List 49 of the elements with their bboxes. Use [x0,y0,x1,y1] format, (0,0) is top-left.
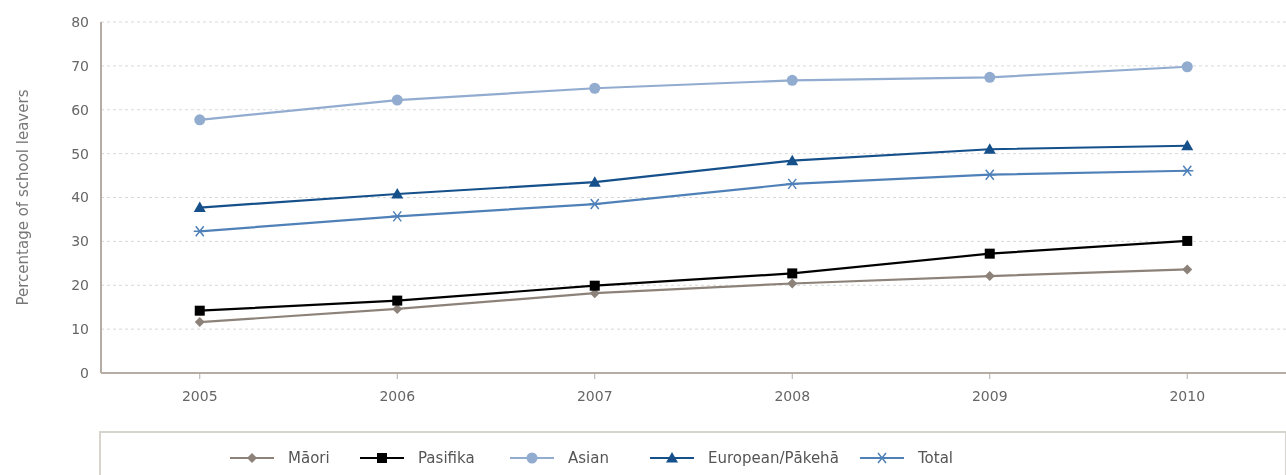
y-tick-label: 80 [71,13,89,30]
point [1182,235,1193,246]
point [193,201,206,213]
x-tick-label: 2008 [774,388,811,404]
point [1181,61,1193,73]
point [786,74,798,86]
x-tick-label: 2007 [576,388,613,404]
point [193,225,207,238]
point [983,168,997,181]
y-tick-label: 60 [71,101,89,118]
point [589,82,601,94]
x-tick-label: 2006 [379,388,416,404]
point [787,278,798,289]
legend-label: Asian [568,449,609,468]
point [390,210,404,223]
point [588,176,601,187]
legend-label: European/Pākehā [708,449,839,468]
point [1181,139,1194,151]
legend-label: Pasifika [418,449,475,468]
point [984,71,996,83]
x-tick-label: 2005 [181,388,218,404]
legend-label: Total [917,449,954,468]
y-tick-label: 30 [71,233,89,250]
point [588,198,602,210]
point [1182,264,1193,275]
point [589,280,600,291]
point [194,305,205,316]
y-axis-title: Percentage of school leavers [14,89,32,306]
y-tick-label: 0 [80,364,89,381]
point [983,143,996,154]
point [1180,164,1194,177]
point [787,268,798,279]
point [194,114,206,126]
y-tick-label: 50 [71,145,89,162]
y-tick-label: 40 [71,189,89,206]
point [786,154,799,166]
point [984,271,995,282]
point [391,187,404,199]
y-tick-label: 20 [71,277,89,294]
y-tick-label: 10 [71,321,89,338]
point [392,295,403,306]
y-tick-label: 70 [71,57,89,74]
point [391,94,403,106]
point [984,248,995,259]
point [785,178,799,190]
x-tick-label: 2010 [1169,388,1206,404]
x-tick-label: 2009 [971,388,1008,404]
legend-label: Māori [288,449,330,468]
point [194,317,205,328]
